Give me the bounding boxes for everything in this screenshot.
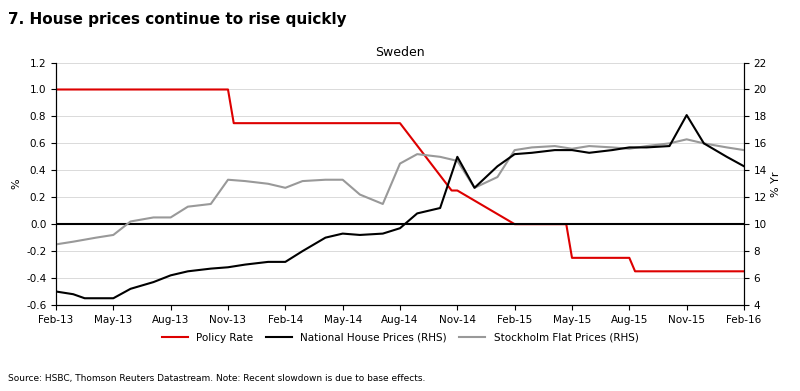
Text: Source: HSBC, Thomson Reuters Datastream. Note: Recent slowdown is due to base e: Source: HSBC, Thomson Reuters Datastream… (8, 374, 426, 383)
Title: Sweden: Sweden (375, 46, 425, 59)
Y-axis label: %: % (12, 178, 22, 189)
Text: 7. House prices continue to rise quickly: 7. House prices continue to rise quickly (8, 12, 346, 27)
Y-axis label: % Yr: % Yr (771, 171, 781, 197)
Legend: Policy Rate, National House Prices (RHS), Stockholm Flat Prices (RHS): Policy Rate, National House Prices (RHS)… (158, 328, 642, 347)
